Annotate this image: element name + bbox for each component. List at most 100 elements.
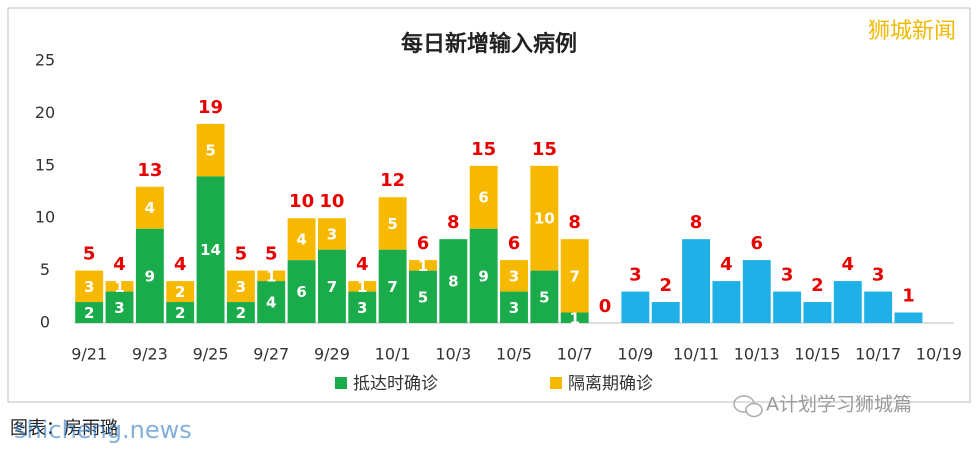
wechat-icon xyxy=(733,395,763,418)
total-label: 4 xyxy=(842,254,855,275)
segment-label: 3 xyxy=(236,278,246,296)
total-label: 6 xyxy=(750,233,763,254)
bar-segment xyxy=(833,281,862,323)
bar-segment xyxy=(135,228,164,323)
x-tick-label: 10/7 xyxy=(557,345,593,364)
total-label: 4 xyxy=(174,254,187,275)
bar-segment xyxy=(803,302,832,323)
total-label: 15 xyxy=(471,139,496,160)
segment-label: 9 xyxy=(478,267,488,285)
bar-segment xyxy=(439,239,468,323)
y-tick-label: 10 xyxy=(35,208,55,227)
x-tick-label: 10/1 xyxy=(375,345,411,364)
bar-segment xyxy=(105,281,134,292)
bar-segment xyxy=(105,291,134,323)
segment-label: 7 xyxy=(387,278,397,296)
site-watermark: shicheng.news xyxy=(14,416,192,444)
x-tick-label: 10/17 xyxy=(855,345,901,364)
total-label: 3 xyxy=(872,265,885,286)
x-tick-label: 10/5 xyxy=(496,345,532,364)
segment-label: 7 xyxy=(569,267,579,285)
segment-label: 4 xyxy=(145,199,155,217)
segment-label: 14 xyxy=(200,241,221,259)
bar-segment xyxy=(469,165,498,229)
bar-segment xyxy=(560,312,589,323)
segment-label: 4 xyxy=(296,231,306,249)
segment-label: 2 xyxy=(175,304,185,322)
total-label: 2 xyxy=(659,275,672,296)
segment-label: 2 xyxy=(84,304,94,322)
bar-segment xyxy=(196,176,225,323)
total-label: 6 xyxy=(417,233,430,254)
legend-swatch xyxy=(335,377,347,389)
segment-label: 3 xyxy=(357,299,367,317)
x-tick-label: 10/13 xyxy=(734,345,780,364)
segment-label: 4 xyxy=(266,294,276,312)
bar-segment xyxy=(196,123,225,177)
total-label: 3 xyxy=(781,265,794,286)
bar-segment xyxy=(500,291,528,323)
x-tick-label: 10/11 xyxy=(673,345,719,364)
bar-segment xyxy=(712,281,741,323)
y-tick-label: 15 xyxy=(35,155,55,174)
bar-segment xyxy=(226,270,255,303)
x-tick-label: 9/25 xyxy=(193,345,229,364)
bar-segment xyxy=(317,249,346,323)
segment-label: 3 xyxy=(327,225,337,243)
bar-segment xyxy=(500,260,528,292)
bar-segment xyxy=(348,291,377,323)
bar-segment xyxy=(75,270,104,303)
total-label: 8 xyxy=(568,212,581,233)
y-tick-label: 20 xyxy=(35,103,55,122)
bar-segment xyxy=(226,302,255,323)
total-label: 4 xyxy=(720,254,733,275)
segment-label: 1 xyxy=(114,278,124,296)
segment-label: 3 xyxy=(509,267,519,285)
chart-title: 每日新增输入病例 xyxy=(401,31,577,57)
bar-segment xyxy=(530,165,559,271)
bar-segment xyxy=(287,218,316,261)
x-tick-label: 10/19 xyxy=(916,345,962,364)
total-label: 8 xyxy=(447,212,460,233)
bar-segment xyxy=(378,197,407,250)
bar-segment xyxy=(894,312,923,323)
bar-segment xyxy=(773,291,802,323)
segment-label: 6 xyxy=(478,189,488,207)
bar-segment xyxy=(378,249,407,323)
segment-label: 5 xyxy=(387,215,397,233)
bar-segment xyxy=(621,291,650,323)
segment-label: 3 xyxy=(84,278,94,296)
bar-segment xyxy=(166,281,195,303)
bar-segment xyxy=(348,281,377,292)
bar-segment xyxy=(560,239,589,313)
total-label: 19 xyxy=(198,97,223,118)
bar-segment xyxy=(530,270,559,323)
bar-segment xyxy=(682,239,711,323)
x-tick-label: 10/15 xyxy=(794,345,840,364)
bar-segment xyxy=(257,270,286,282)
segment-label: 10 xyxy=(534,210,555,228)
y-tick-label: 25 xyxy=(35,51,55,70)
total-label: 15 xyxy=(532,139,557,160)
segment-label: 5 xyxy=(205,142,215,160)
total-label: 12 xyxy=(380,170,405,191)
total-label: 2 xyxy=(811,275,824,296)
total-label: 6 xyxy=(508,233,521,254)
bar-segment xyxy=(469,228,498,323)
segment-label: 2 xyxy=(175,283,185,301)
y-tick-label: 5 xyxy=(40,260,50,279)
bar-segment xyxy=(742,260,771,323)
segment-label: 3 xyxy=(509,299,519,317)
account-name: A计划学习狮城篇 xyxy=(766,394,912,416)
bar-segment xyxy=(135,186,164,229)
total-label: 5 xyxy=(235,244,248,265)
total-label: 10 xyxy=(289,191,314,212)
segment-label: 1 xyxy=(418,257,428,275)
segment-label: 1 xyxy=(266,267,276,285)
total-label: 8 xyxy=(690,212,703,233)
y-tick-label: 0 xyxy=(40,313,50,332)
total-label: 5 xyxy=(265,244,278,265)
bar-segment xyxy=(287,260,316,323)
segment-label: 1 xyxy=(357,278,367,296)
